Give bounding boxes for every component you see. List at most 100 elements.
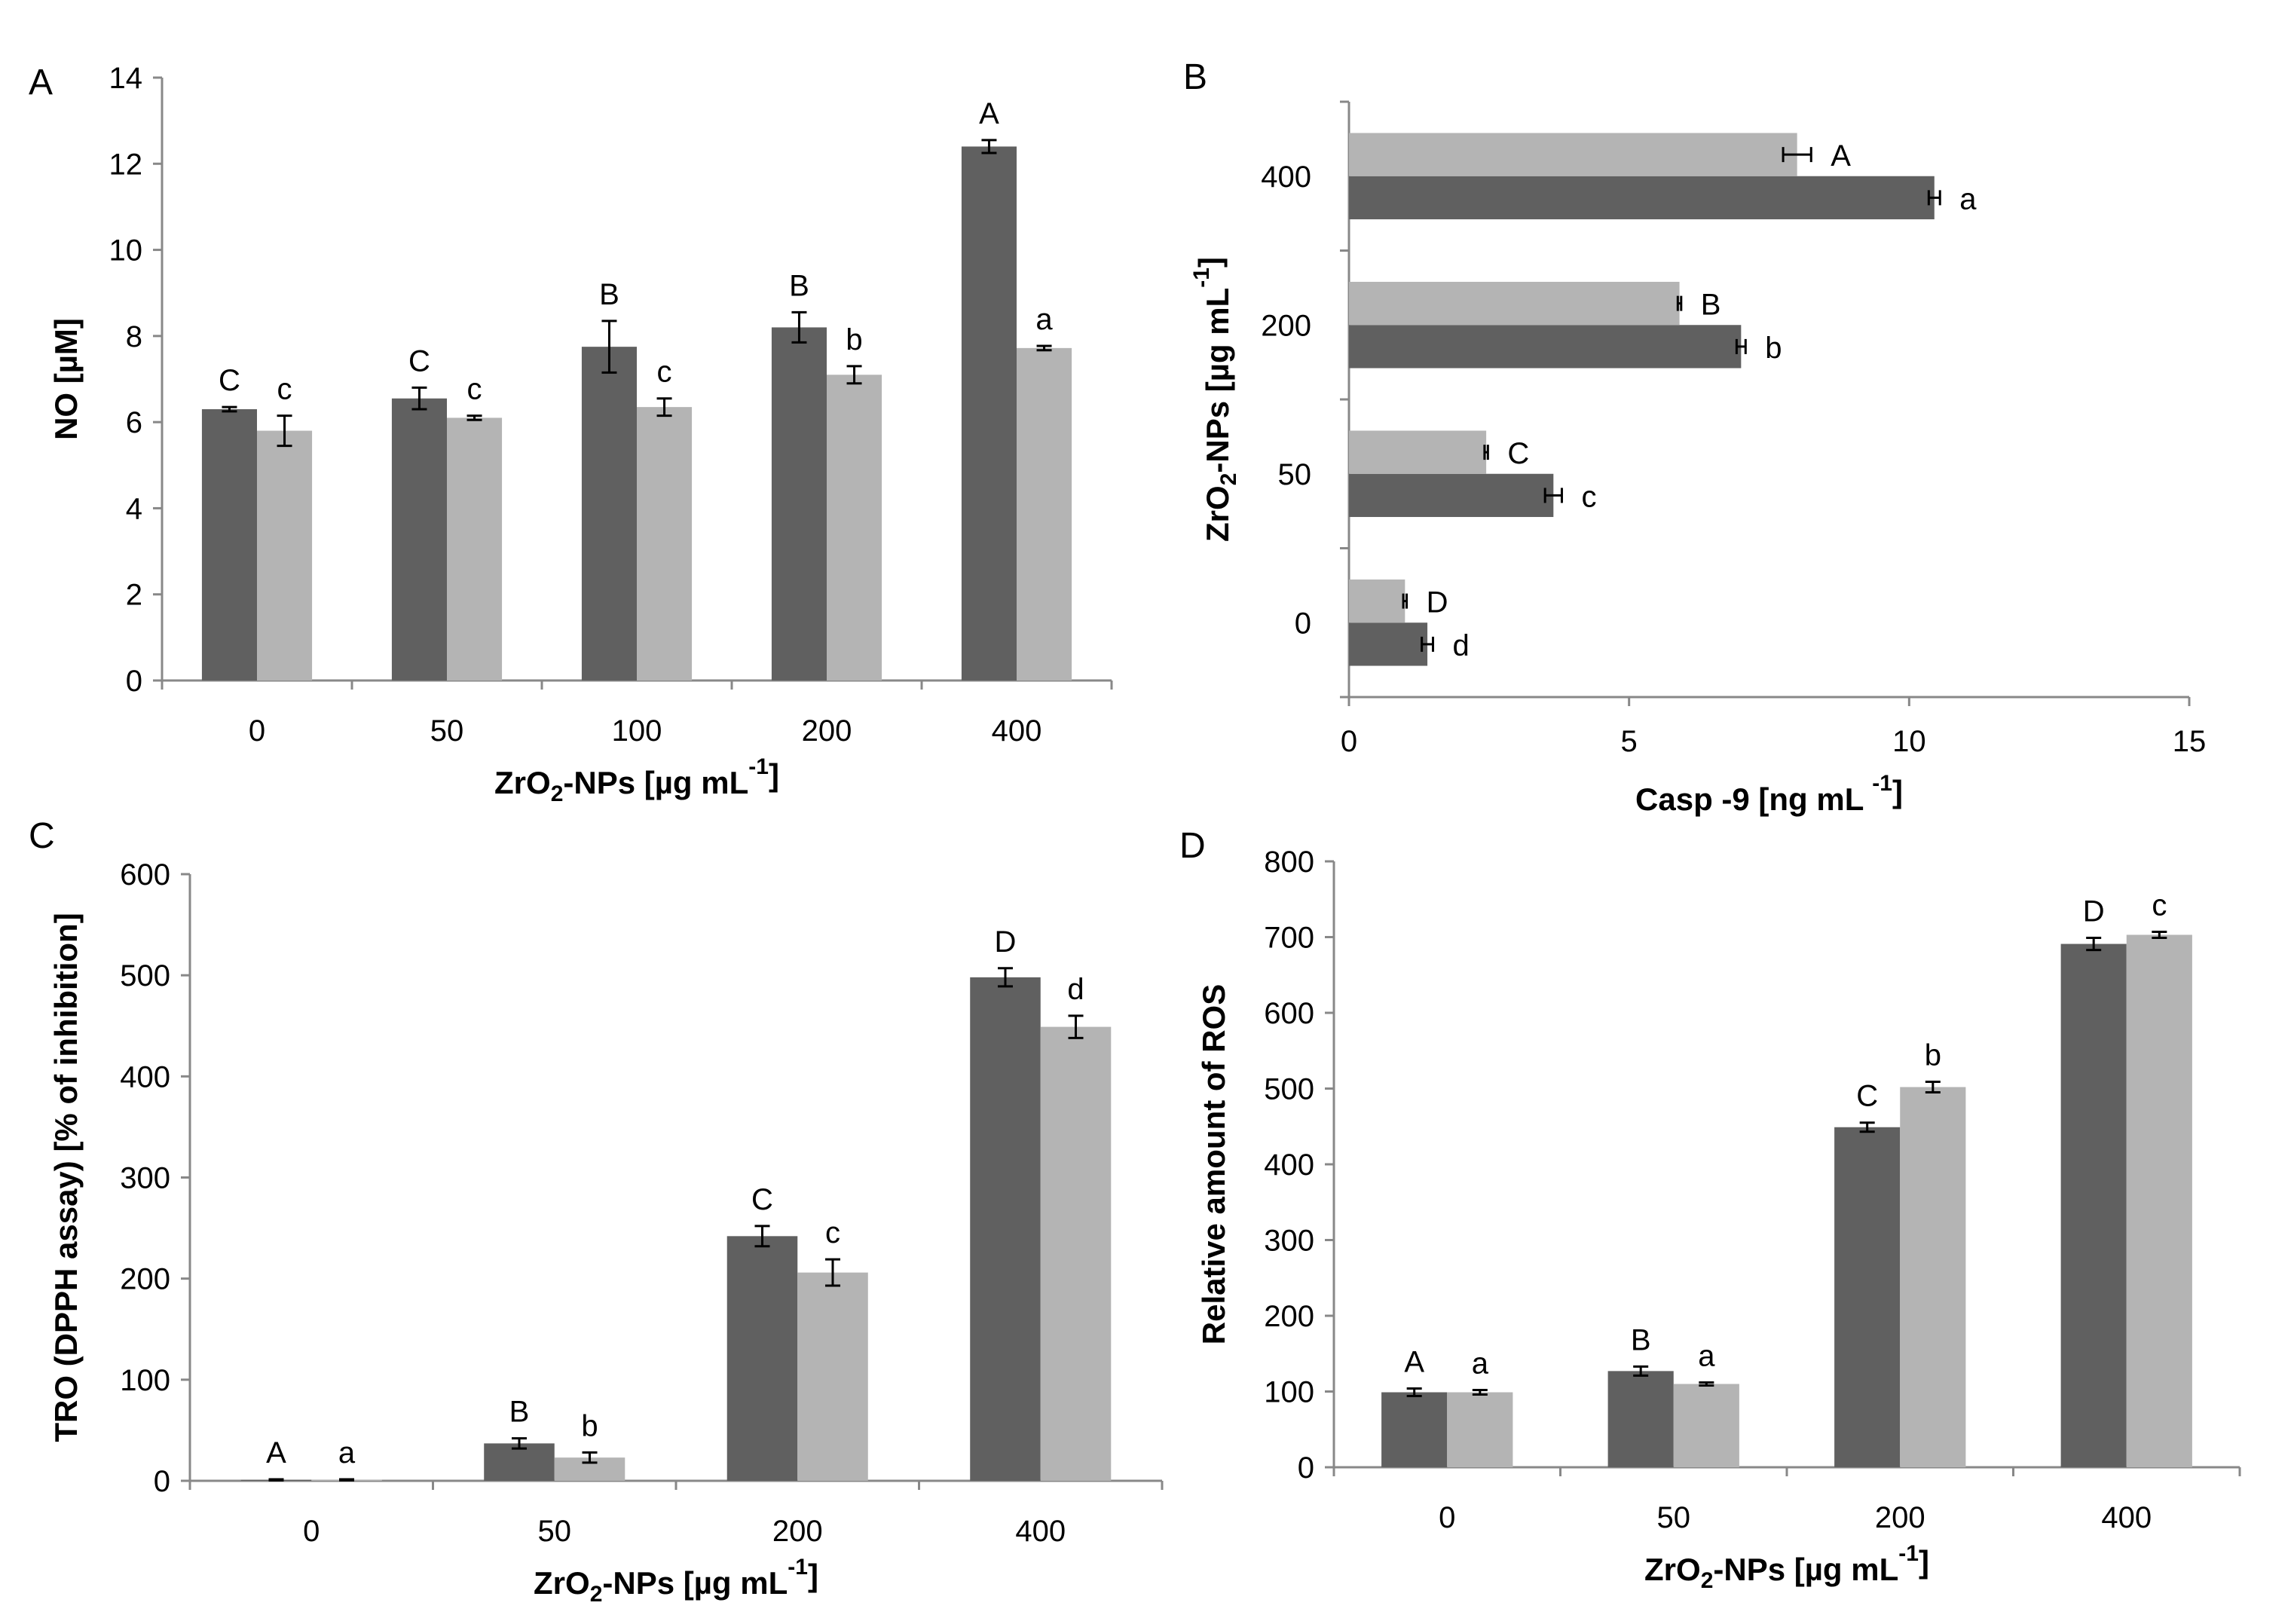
- significance-label: A: [979, 97, 999, 130]
- significance-label: D: [1427, 586, 1448, 619]
- bar-light-400: [1349, 133, 1797, 176]
- bar-dark-100: [581, 347, 637, 680]
- y-axis-title: Relative amount of ROS: [1196, 984, 1231, 1344]
- x-axis-title: ZrO2-NPs [µg mL-1]: [1644, 1541, 1929, 1593]
- bar-dark-400: [1349, 176, 1935, 220]
- significance-label: c: [825, 1216, 840, 1249]
- bar-dark-200: [726, 1236, 798, 1481]
- y-axis-title-post: ]: [1192, 257, 1228, 268]
- x-tick-label: 5: [1621, 725, 1638, 758]
- significance-label: A: [266, 1436, 286, 1470]
- bar-light-200: [1349, 281, 1680, 326]
- panel-b: B 0 5 10 15 0 dD 50 c C 200 b B 400 a A: [1183, 57, 2206, 758]
- significance-label: c: [657, 356, 672, 389]
- x-axis-title-post: ]: [1919, 1544, 1929, 1580]
- x-axis-title-sup: -1: [1898, 1541, 1919, 1566]
- x-tick-label: 50: [538, 1515, 572, 1548]
- bar-dark-50: [484, 1443, 555, 1481]
- significance-label: B: [789, 269, 809, 302]
- y-tick-label: 200: [1261, 309, 1311, 342]
- y-tick-label: 100: [120, 1364, 170, 1397]
- bar-light-100: [637, 407, 693, 680]
- bar-dark-400: [2060, 944, 2127, 1467]
- x-axis-title-post: ]: [1892, 774, 1903, 809]
- bar-light-200: [1900, 1087, 1966, 1467]
- x-axis-title-sub: 2: [590, 1582, 603, 1607]
- x-tick-label: 400: [1015, 1515, 1066, 1548]
- significance-label: a: [1472, 1347, 1489, 1380]
- y-tick-label: 8: [126, 320, 142, 353]
- y-tick-label: 0: [1298, 1451, 1314, 1485]
- y-tick-label: 2: [126, 579, 142, 612]
- significance-label: C: [751, 1183, 773, 1216]
- bar-light-400: [1017, 347, 1072, 680]
- y-tick-label: 0: [1295, 607, 1311, 640]
- x-axis-title: ZrO2-NPs [µg mL-1]: [494, 754, 779, 806]
- y-tick-label: 10: [109, 234, 143, 268]
- significance-label: a: [1035, 303, 1053, 336]
- x-axis-title-sup: -1: [1872, 771, 1892, 796]
- y-tick-label: 4: [126, 492, 142, 525]
- bar-dark-200: [1834, 1127, 1901, 1467]
- y-tick-label: 400: [120, 1060, 170, 1093]
- y-tick-label: 700: [1264, 922, 1314, 955]
- x-axis-title-sup: -1: [788, 1555, 808, 1580]
- significance-label: a: [1698, 1339, 1715, 1372]
- y-tick-label: 200: [1264, 1300, 1314, 1333]
- y-axis-title-sup: -1: [1189, 268, 1214, 288]
- significance-label: a: [1959, 182, 1977, 216]
- x-axis-title-sub: 2: [1701, 1568, 1714, 1593]
- bar-dark-0: [1381, 1392, 1448, 1467]
- x-axis-title-sub: 2: [551, 781, 564, 806]
- panel-letter: D: [1179, 826, 1206, 866]
- significance-label: c: [467, 373, 482, 406]
- x-tick-label: 15: [2173, 725, 2207, 758]
- significance-label: A: [1831, 139, 1851, 173]
- significance-label: d: [1453, 629, 1470, 662]
- y-tick-label: 300: [1264, 1225, 1314, 1258]
- bar-light-400: [1040, 1026, 1112, 1481]
- y-tick-label: 100: [1264, 1376, 1314, 1409]
- significance-label: B: [1631, 1323, 1651, 1356]
- y-tick-label: 600: [120, 858, 170, 892]
- x-axis-title: ZrO2-NPs [µg mL-1]: [534, 1555, 818, 1607]
- significance-label: D: [995, 925, 1017, 959]
- x-tick-label: 200: [1875, 1501, 1925, 1534]
- significance-label: b: [846, 323, 862, 356]
- y-tick-label: 500: [1264, 1073, 1314, 1106]
- significance-label: b: [1925, 1038, 1941, 1072]
- bar-light-50: [1349, 430, 1487, 474]
- bar-light-0: [257, 430, 313, 680]
- x-axis-title-pre: ZrO: [494, 765, 551, 800]
- y-axis-title: ZrO2-NPs [µg mL-1]: [1189, 257, 1241, 542]
- significance-label: a: [338, 1436, 356, 1470]
- significance-label: c: [2152, 888, 2167, 922]
- significance-label: C: [219, 364, 240, 397]
- x-axis-title-mid: -NPs [µg mL: [1713, 1552, 1898, 1587]
- significance-label: c: [277, 373, 292, 406]
- panel-d: D 0 100 200 300 400 500 600 700 800 0 A a 50 B a 200 Cb 40…: [1179, 826, 2241, 1534]
- y-tick-label: 12: [109, 148, 143, 181]
- significance-label: A: [1404, 1345, 1424, 1378]
- y-tick-label: 6: [126, 406, 142, 439]
- significance-label: C: [1856, 1080, 1878, 1113]
- x-tick-label: 50: [430, 714, 464, 748]
- x-axis-title-pre: ZrO: [534, 1565, 590, 1601]
- panel-c: C 0 100 200 300 400 500 600 0 A a 50 B b 200 Cc 400 Dd TRO…: [29, 816, 1164, 1548]
- bar-dark-200: [771, 327, 827, 680]
- y-tick-label: 400: [1261, 161, 1311, 194]
- significance-label: B: [599, 278, 619, 311]
- y-tick-label: 600: [1264, 997, 1314, 1030]
- x-tick-label: 10: [1892, 725, 1926, 758]
- bar-dark-50: [1607, 1371, 1674, 1467]
- significance-label: C: [408, 344, 430, 378]
- significance-label: d: [1067, 973, 1084, 1006]
- bar-dark-400: [961, 146, 1017, 680]
- bar-dark-50: [391, 398, 447, 680]
- y-axis-title: TRO (DPPH assay) [% of inhibition]: [48, 913, 84, 1442]
- y-tick-label: 0: [154, 1465, 170, 1498]
- bar-light-400: [2126, 934, 2192, 1467]
- y-axis-title-mid: -NPs [µg mL: [1200, 288, 1235, 473]
- y-tick-label: 400: [1264, 1148, 1314, 1182]
- x-tick-label: 50: [1657, 1501, 1691, 1534]
